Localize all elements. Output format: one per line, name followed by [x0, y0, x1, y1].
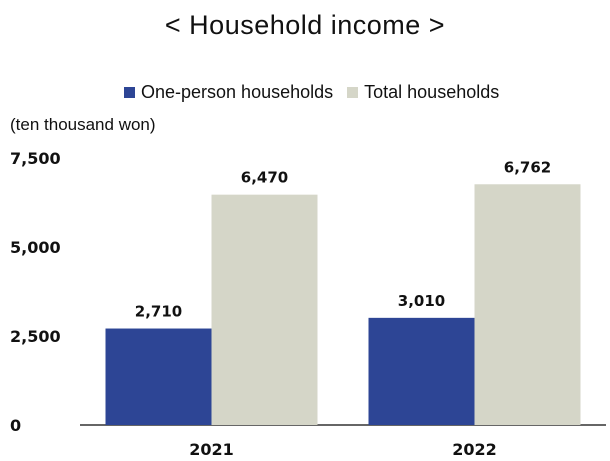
bar-one-person-2022	[368, 317, 475, 425]
bar-total-2022	[474, 184, 581, 425]
chart-title: < Household income >	[164, 10, 446, 40]
legend-label-one-person: One-person households	[141, 82, 334, 102]
data-label: 2,710	[135, 303, 182, 321]
legend-label-total: Total households	[364, 82, 500, 102]
y-tick-label: 5,000	[10, 238, 61, 257]
legend-swatch-one-person	[124, 87, 135, 98]
y-tick-label: 7,500	[10, 149, 61, 168]
y-tick-label: 0	[10, 416, 21, 435]
legend: One-person households Total households	[124, 82, 513, 103]
y-tick-label: 2,500	[10, 327, 61, 346]
legend-item-one-person: One-person households	[124, 82, 333, 103]
data-label: 6,762	[504, 158, 551, 176]
data-label: 6,470	[241, 169, 288, 187]
x-tick-label: 2021	[189, 440, 234, 459]
legend-swatch-total	[347, 87, 359, 98]
data-label: 3,010	[398, 292, 445, 310]
bar-one-person-2021	[105, 328, 212, 425]
bar-total-2021	[211, 194, 318, 425]
x-tick-label: 2022	[452, 440, 497, 459]
y-axis-unit-label: (ten thousand won)	[10, 115, 156, 134]
legend-item-total: Total households	[347, 82, 499, 103]
